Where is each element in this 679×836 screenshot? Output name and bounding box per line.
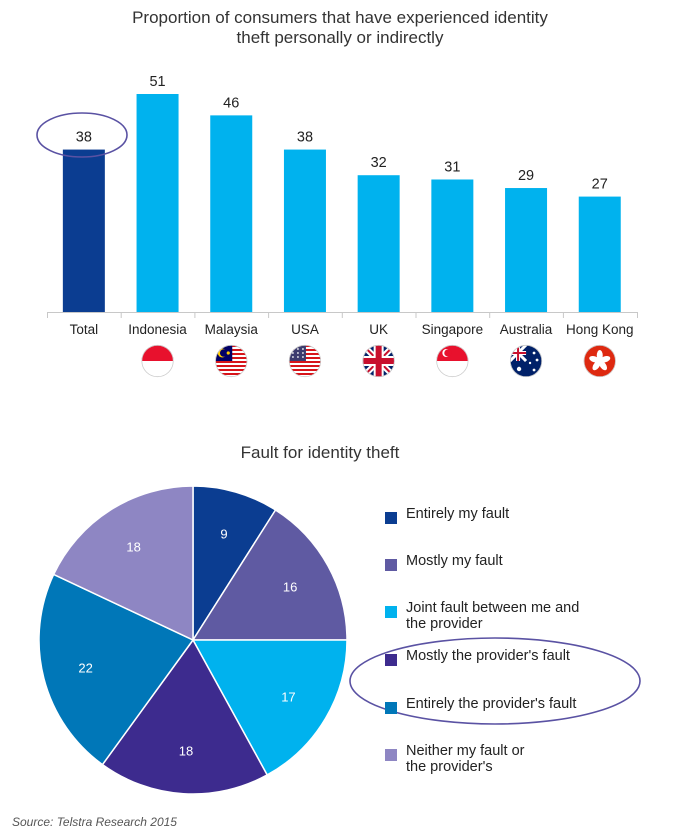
bar-total xyxy=(62,149,105,312)
legend-label: Entirely my fault xyxy=(406,506,510,522)
bar-usa xyxy=(283,149,326,312)
legend-label: Neither my fault or the provider's xyxy=(406,743,525,775)
legend-swatch xyxy=(385,702,397,714)
provider-fault-highlight-ring xyxy=(349,637,641,725)
usa-flag-icon xyxy=(288,344,322,378)
legend-swatch xyxy=(385,512,397,524)
pie-slice xyxy=(192,485,277,643)
bar-malaysia xyxy=(210,115,253,312)
pie-slice xyxy=(191,639,348,776)
bar-chart-title-line-1: Proportion of consumers that have experi… xyxy=(132,8,548,27)
x-tick-label: Hong Kong xyxy=(566,322,634,337)
bar-australia xyxy=(505,188,548,312)
pie-chart-title: Fault for identity theft xyxy=(240,443,400,462)
x-tick-label: USA xyxy=(291,322,319,337)
bar-chart-title-line-2: theft personally or indirectly xyxy=(236,28,444,47)
source-note: Source: Telstra Research 2015 xyxy=(12,815,177,829)
bar-hong-kong xyxy=(578,196,621,312)
bar-indonesia xyxy=(136,94,179,312)
bar-uk xyxy=(357,175,400,312)
legend-label: Entirely the provider's fault xyxy=(406,696,577,712)
bar-value-label: 31 xyxy=(444,159,460,175)
legend-swatch xyxy=(385,559,397,571)
x-tick-label: Total xyxy=(70,322,99,337)
pie-value-label: 16 xyxy=(283,580,297,595)
pie-value-label: 18 xyxy=(179,744,193,759)
bar-value-label: 38 xyxy=(76,130,92,146)
hong-kong-flag-icon xyxy=(583,344,616,378)
bar-value-label: 32 xyxy=(371,155,387,171)
pie-value-label: 22 xyxy=(78,661,92,676)
pie-value-label: 18 xyxy=(126,539,140,554)
pie-value-label: 17 xyxy=(281,689,295,704)
legend-label: Mostly the provider's fault xyxy=(406,648,570,664)
bar-value-label: 51 xyxy=(149,74,165,90)
uk-flag-icon xyxy=(362,344,395,378)
x-tick-label: Singapore xyxy=(422,322,484,337)
pie-slice xyxy=(191,508,348,641)
x-tick-label: Indonesia xyxy=(128,322,187,337)
legend-swatch xyxy=(385,749,397,761)
pie-value-label: 9 xyxy=(220,527,227,542)
indonesia-flag-icon xyxy=(141,344,174,378)
malaysia-flag-icon xyxy=(215,344,248,378)
x-tick-label: UK xyxy=(369,322,388,337)
legend-swatch xyxy=(385,654,397,666)
legend-label: Mostly my fault xyxy=(406,553,503,569)
pie-slice xyxy=(101,638,269,795)
legend-label: Joint fault between me and the provider xyxy=(406,600,580,632)
australia-flag-icon xyxy=(509,344,543,378)
bar-singapore xyxy=(431,179,474,312)
bar-value-label: 46 xyxy=(223,95,239,111)
bar-value-label: 38 xyxy=(297,130,313,146)
bar-value-label: 29 xyxy=(518,168,534,184)
x-tick-label: Australia xyxy=(500,322,553,337)
pie-slice xyxy=(52,485,194,642)
x-tick-label: Malaysia xyxy=(205,322,259,337)
singapore-flag-icon xyxy=(436,344,469,378)
bar-value-label: 27 xyxy=(592,177,608,193)
bar-chart-title: Proportion of consumers that have experi… xyxy=(40,8,640,48)
total-highlight-ring xyxy=(36,112,128,158)
legend-swatch xyxy=(385,606,397,618)
